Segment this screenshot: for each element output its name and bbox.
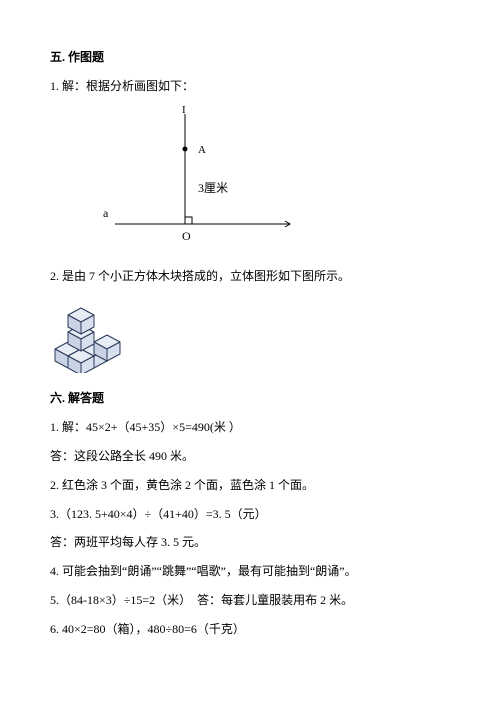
label-A: A <box>198 144 206 156</box>
section-6-title: 六. 解答题 <box>50 387 450 410</box>
a1-line1: 1. 解：45×2+（45+35）×5=490(米 ） <box>50 416 450 439</box>
q1-text: 1. 解：根据分析画图如下： <box>50 75 450 98</box>
diagram-2 <box>50 295 450 373</box>
label-O: O <box>182 229 191 243</box>
section-5-title: 五. 作图题 <box>50 46 450 69</box>
a5: 5.（84-18×3）÷15=2（米） 答：每套儿童服装用布 2 米。 <box>50 589 450 612</box>
label-a: a <box>103 206 109 220</box>
a4: 4. 可能会抽到“朗诵”“跳舞”“唱歌”，最有可能抽到“朗诵”。 <box>50 560 450 583</box>
point-a <box>183 146 188 151</box>
diagram-1: I A 3厘米 a O <box>90 104 450 259</box>
label-length: 3厘米 <box>198 181 228 195</box>
a2: 2. 红色涂 3 个面，黄色涂 2 个面，蓝色涂 1 个面。 <box>50 474 450 497</box>
a3-line1: 3.（123. 5+40×4）÷（41+40）=3. 5（元） <box>50 503 450 526</box>
a3-line2: 答：两班平均每人存 3. 5 元。 <box>50 531 450 554</box>
a6: 6. 40×2=80（箱），480÷80=6（千克） <box>50 618 450 641</box>
q2-text: 2. 是由 7 个小正方体木块搭成的，立体图形如下图所示。 <box>50 265 450 288</box>
right-angle-mark <box>185 217 192 224</box>
label-I: I <box>182 104 186 116</box>
a1-line2: 答：这段公路全长 490 米。 <box>50 445 450 468</box>
